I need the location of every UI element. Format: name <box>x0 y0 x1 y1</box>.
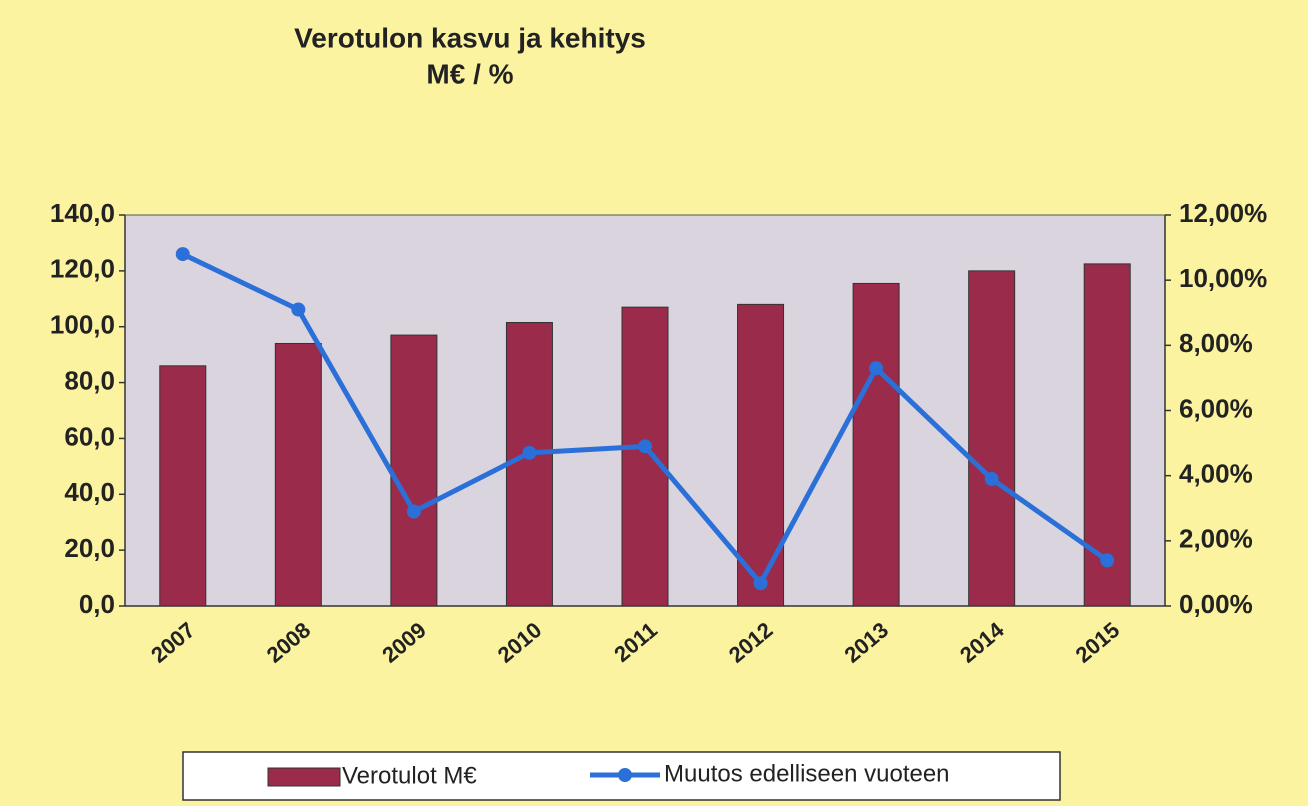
y2-tick-label: 6,00% <box>1179 393 1253 423</box>
y-tick-label: 120,0 <box>50 254 115 284</box>
bar <box>968 270 1016 607</box>
legend-label: Muutos edelliseen vuoteen <box>664 760 950 787</box>
y-tick-label: 0,0 <box>79 589 115 619</box>
y2-tick-label: 4,00% <box>1179 459 1253 489</box>
y-tick-label: 140,0 <box>50 198 115 228</box>
y2-tick-label: 10,00% <box>1179 263 1267 293</box>
y-tick-label: 100,0 <box>50 310 115 340</box>
line-marker <box>1100 553 1115 568</box>
line-marker <box>291 302 306 317</box>
y-tick-label: 40,0 <box>64 477 115 507</box>
x-tick-label: 2008 <box>262 617 316 668</box>
y-tick-label: 60,0 <box>64 421 115 451</box>
bar <box>621 306 669 607</box>
bar <box>852 282 900 607</box>
line-marker <box>984 471 999 486</box>
bar <box>390 334 438 607</box>
y2-tick-label: 2,00% <box>1179 524 1253 554</box>
x-tick-label: 2014 <box>955 617 1009 668</box>
x-tick-label: 2009 <box>377 617 431 668</box>
legend-swatch <box>618 768 632 782</box>
y2-tick-label: 12,00% <box>1179 198 1267 228</box>
y-tick-label: 20,0 <box>64 533 115 563</box>
line-marker <box>175 247 190 262</box>
y-tick-label: 80,0 <box>64 365 115 395</box>
x-tick-label: 2012 <box>724 617 778 668</box>
y2-tick-label: 8,00% <box>1179 328 1253 358</box>
x-tick-label: 2015 <box>1071 617 1125 668</box>
x-tick-label: 2007 <box>146 617 200 668</box>
x-tick-label: 2010 <box>493 617 547 668</box>
line-marker <box>406 504 421 519</box>
legend-label: Verotulot M€ <box>342 762 477 789</box>
chart-subtitle: M€ / % <box>426 58 513 89</box>
line-marker <box>638 439 652 454</box>
chart-title: Verotulon kasvu ja kehitys <box>294 22 646 53</box>
y2-tick-label: 0,00% <box>1179 589 1253 619</box>
line-marker <box>753 576 768 591</box>
bar <box>274 342 322 607</box>
bar <box>159 365 207 607</box>
bar <box>505 322 553 607</box>
line-marker <box>522 445 537 460</box>
legend-swatch <box>267 767 341 787</box>
x-tick-label: 2011 <box>609 617 662 667</box>
line-marker <box>869 361 884 376</box>
x-tick-label: 2013 <box>839 617 893 668</box>
